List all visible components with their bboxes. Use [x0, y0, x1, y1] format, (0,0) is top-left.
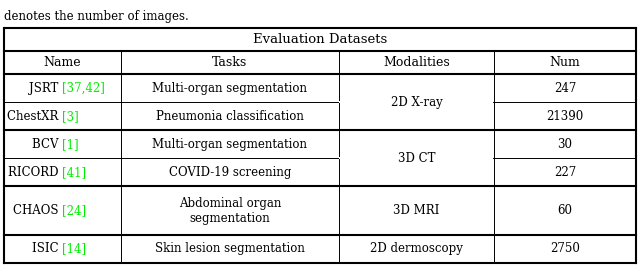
Text: [24]: [24] — [63, 204, 86, 217]
Text: ChestXR: ChestXR — [7, 110, 63, 123]
Text: RICORD: RICORD — [8, 166, 63, 179]
Text: Modalities: Modalities — [383, 56, 450, 69]
Text: 227: 227 — [554, 166, 576, 179]
Text: ISIC: ISIC — [32, 242, 63, 255]
Text: 60: 60 — [557, 204, 572, 217]
Text: COVID-19 screening: COVID-19 screening — [169, 166, 291, 179]
Text: Multi-organ segmentation: Multi-organ segmentation — [152, 81, 307, 94]
Text: 2D X-ray: 2D X-ray — [390, 95, 442, 109]
Text: 2750: 2750 — [550, 242, 580, 255]
Text: [1]: [1] — [63, 138, 79, 151]
Text: Skin lesion segmentation: Skin lesion segmentation — [155, 242, 305, 255]
Text: BCV: BCV — [32, 138, 63, 151]
Text: 21390: 21390 — [547, 110, 584, 123]
Text: Tasks: Tasks — [212, 56, 248, 69]
Text: [3]: [3] — [63, 110, 79, 123]
Text: Abdominal organ
segmentation: Abdominal organ segmentation — [179, 197, 281, 225]
Bar — [339, 157, 493, 159]
Text: 247: 247 — [554, 81, 576, 94]
Text: Name: Name — [44, 56, 81, 69]
Text: Pneumonia classification: Pneumonia classification — [156, 110, 304, 123]
Text: Multi-organ segmentation: Multi-organ segmentation — [152, 138, 307, 151]
Bar — [339, 101, 493, 103]
Text: 3D CT: 3D CT — [397, 152, 435, 165]
Text: [14]: [14] — [63, 242, 86, 255]
Text: denotes the number of images.: denotes the number of images. — [4, 10, 189, 23]
Text: Evaluation Datasets: Evaluation Datasets — [253, 33, 387, 46]
Text: 2D dermoscopy: 2D dermoscopy — [370, 242, 463, 255]
Text: 3D MRI: 3D MRI — [393, 204, 440, 217]
Text: Num: Num — [550, 56, 580, 69]
Text: JSRT: JSRT — [29, 81, 63, 94]
Text: 30: 30 — [557, 138, 572, 151]
Text: CHAOS: CHAOS — [13, 204, 63, 217]
Text: [41]: [41] — [63, 166, 86, 179]
Text: [37,42]: [37,42] — [63, 81, 106, 94]
